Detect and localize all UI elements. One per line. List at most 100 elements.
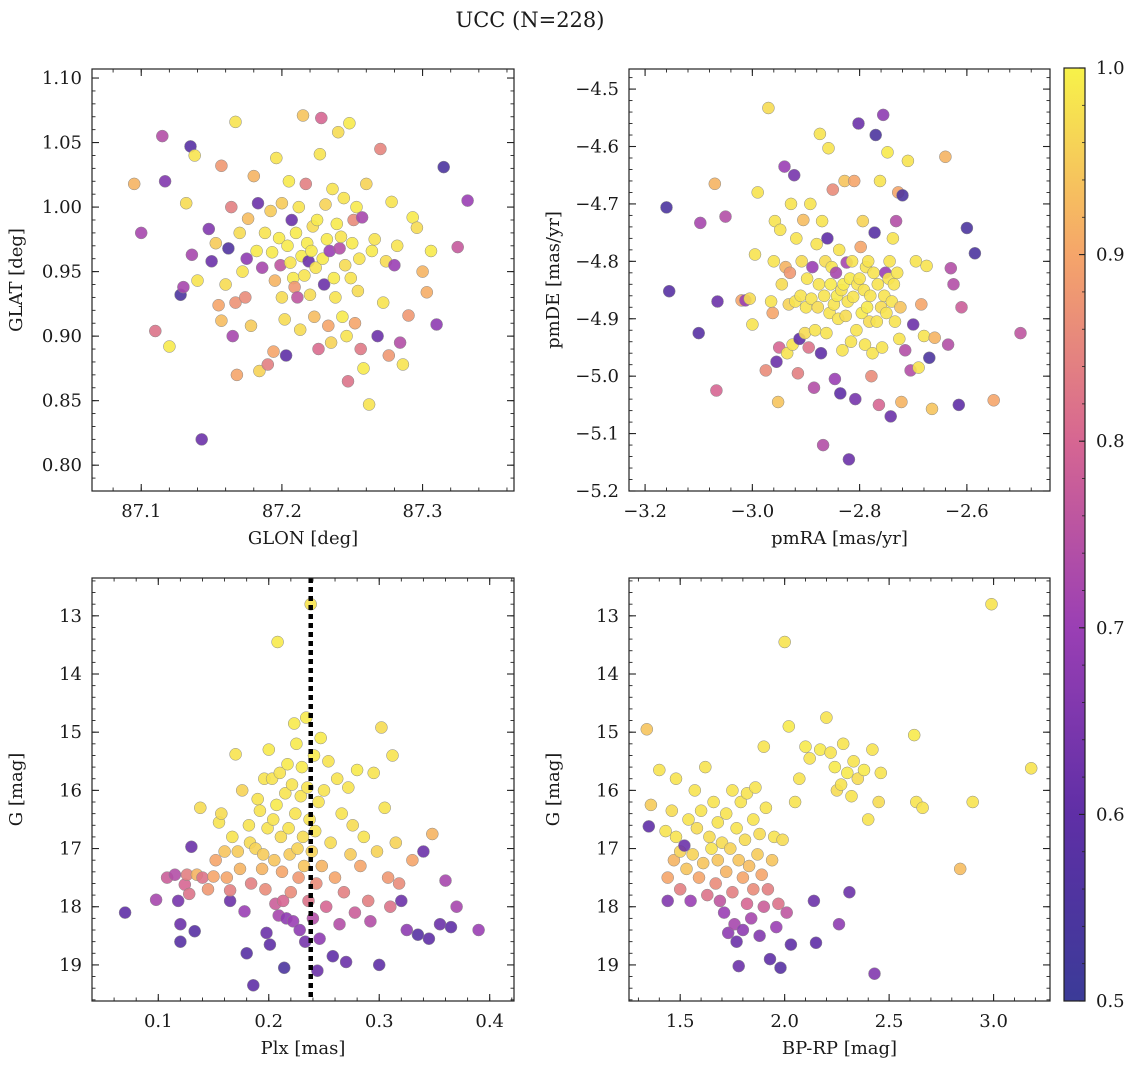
data-point — [312, 342, 325, 356]
data-point — [301, 781, 314, 794]
data-point — [268, 853, 281, 867]
data-point — [906, 318, 920, 331]
data-point — [887, 278, 901, 291]
data-point — [776, 833, 789, 847]
data-point — [941, 338, 955, 351]
data-point — [845, 255, 859, 268]
data-point — [202, 222, 216, 236]
data-point — [713, 894, 727, 908]
data-point — [870, 315, 884, 328]
data-point — [854, 240, 867, 254]
data-point — [815, 214, 829, 228]
data-point — [708, 177, 722, 191]
data-point — [820, 326, 833, 340]
data-point — [215, 314, 228, 327]
data-point — [450, 900, 463, 913]
data-point — [660, 201, 673, 214]
data-point — [876, 108, 890, 122]
data-point — [790, 232, 803, 245]
data-point — [907, 728, 921, 742]
data-point — [809, 936, 823, 950]
data-point — [264, 204, 277, 218]
data-point — [850, 323, 863, 337]
y-tick-label: 14 — [59, 664, 82, 685]
data-point — [849, 392, 862, 406]
data-point — [276, 894, 290, 908]
y-tick-label: −5.0 — [575, 366, 619, 387]
y-tick-label: 15 — [596, 722, 619, 743]
data-point — [241, 212, 255, 225]
data-point — [841, 766, 854, 780]
data-point — [730, 821, 743, 835]
data-point — [253, 804, 267, 817]
data-point — [738, 833, 752, 847]
data-point — [688, 784, 702, 797]
data-point — [661, 894, 674, 908]
data-point — [872, 398, 886, 412]
y-tick-label: 16 — [59, 780, 82, 801]
data-point — [382, 349, 396, 362]
data-point — [669, 830, 683, 844]
data-point — [866, 743, 879, 756]
data-point — [354, 342, 367, 356]
data-point — [223, 894, 237, 908]
colorbar-tick-label: 0.9 — [1096, 245, 1125, 266]
data-point — [808, 323, 822, 337]
data-point — [821, 232, 834, 245]
data-point — [293, 323, 307, 336]
data-point — [235, 784, 249, 797]
data-point — [396, 358, 410, 371]
data-point — [947, 278, 960, 291]
y-tick-label: −4.6 — [575, 137, 619, 158]
data-point — [392, 877, 406, 890]
data-point — [309, 261, 322, 274]
data-point — [881, 146, 894, 159]
data-point — [370, 845, 384, 858]
data-point — [281, 239, 294, 253]
data-point — [317, 784, 331, 797]
data-point — [344, 271, 358, 285]
data-point — [376, 296, 390, 309]
data-point — [824, 746, 837, 759]
data-point — [869, 128, 882, 142]
axes-frame — [91, 577, 515, 1002]
data-point — [266, 813, 280, 826]
data-point — [247, 169, 261, 183]
data-point — [365, 244, 379, 258]
data-point — [917, 329, 931, 343]
y-tick-label: −4.5 — [575, 79, 619, 100]
data-point — [985, 597, 998, 611]
data-point — [710, 384, 723, 397]
data-point — [778, 635, 791, 649]
colorbar-tick-label: 0.6 — [1096, 804, 1125, 825]
data-point — [267, 345, 280, 358]
data-point — [662, 284, 676, 298]
data-point — [755, 868, 768, 881]
data-point — [783, 266, 797, 280]
data-point — [834, 387, 847, 400]
data-point — [788, 795, 802, 809]
data-point — [233, 226, 246, 240]
data-point — [433, 917, 447, 931]
data-point — [305, 244, 318, 258]
data-point — [357, 830, 371, 844]
data-point — [901, 154, 915, 168]
data-point — [289, 807, 302, 820]
data-point — [843, 885, 856, 899]
data-point — [215, 807, 228, 820]
data-point — [278, 313, 291, 326]
data-point — [749, 781, 762, 794]
data-point — [864, 289, 877, 303]
data-point — [852, 117, 865, 130]
data-point — [149, 893, 163, 907]
data-point — [362, 398, 376, 411]
data-point — [690, 821, 704, 835]
data-point — [395, 894, 408, 908]
data-point — [763, 952, 777, 966]
data-point — [288, 280, 301, 294]
data-point — [285, 213, 298, 227]
data-point — [853, 272, 866, 285]
data-point — [875, 341, 889, 354]
data-point — [292, 200, 306, 214]
